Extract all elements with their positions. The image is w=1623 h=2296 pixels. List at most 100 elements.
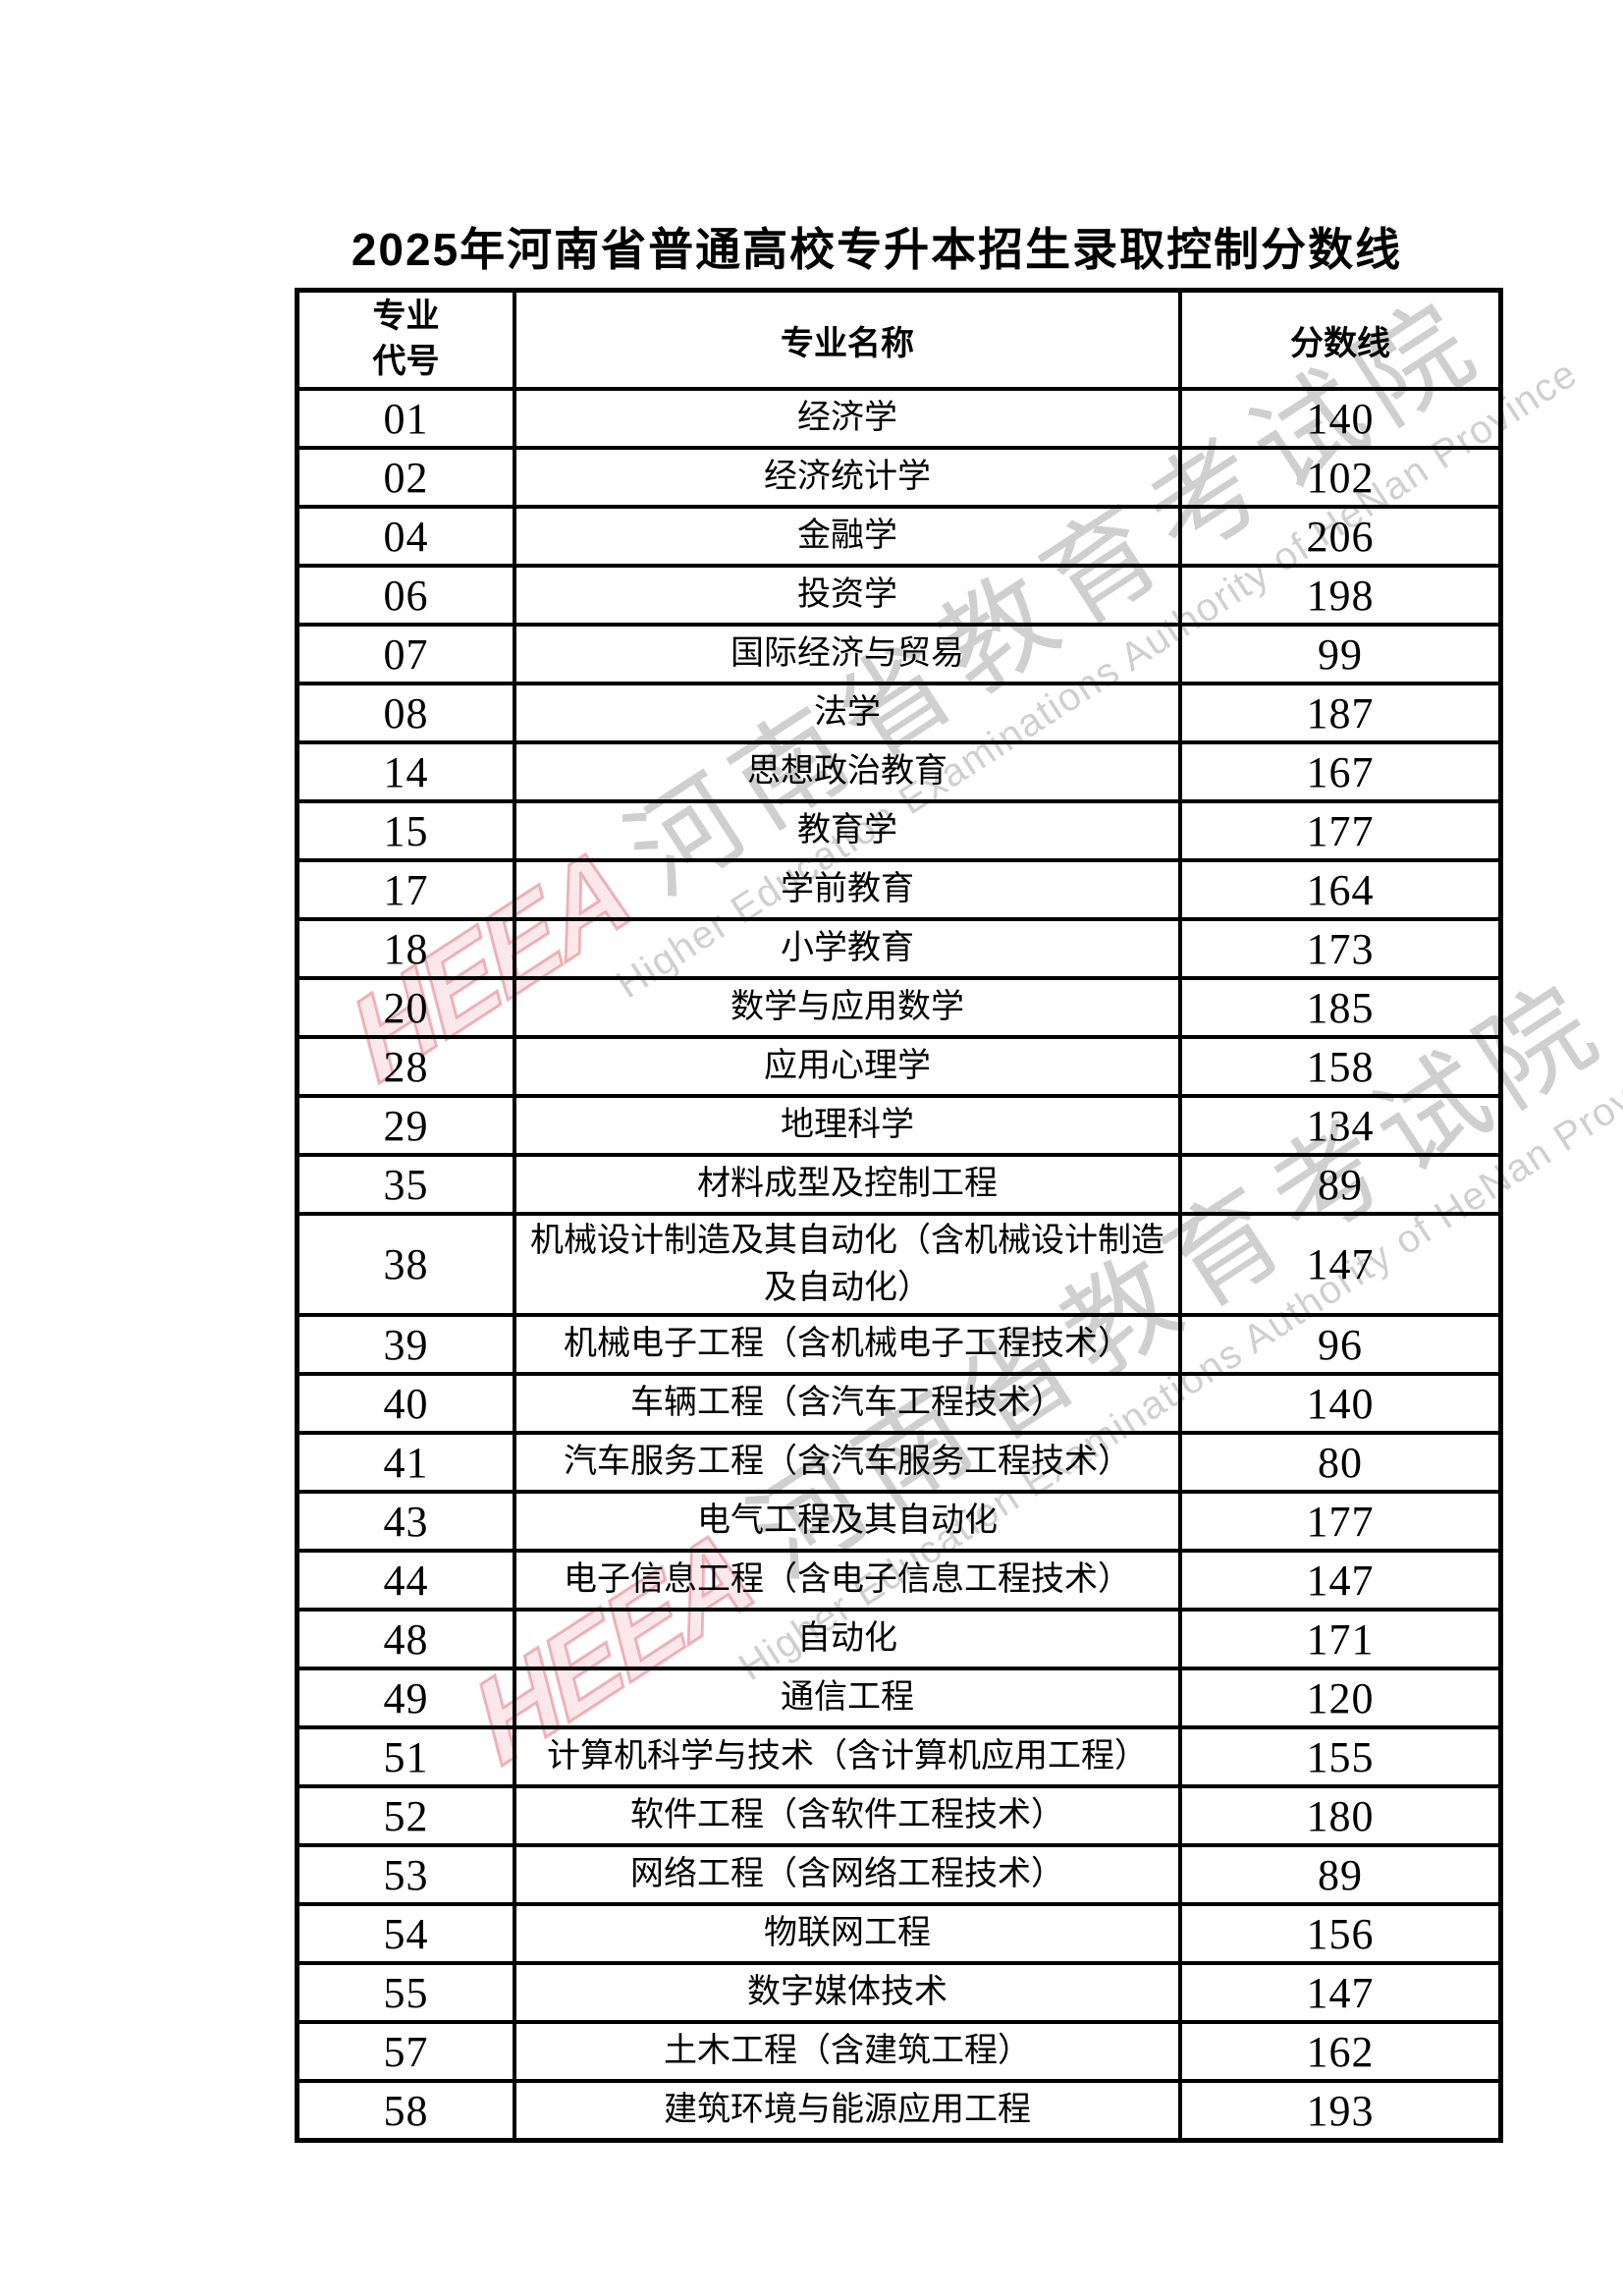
cell-score-line: 167: [1178, 740, 1503, 803]
cell-score-line: 185: [1178, 976, 1503, 1039]
table-header-row: 专业 代号 专业名称 分数线: [295, 288, 1503, 391]
cell-score-line: 193: [1178, 2079, 1503, 2143]
page-title: 2025年河南省普通高校专升本招生录取控制分数线: [351, 224, 1403, 275]
cell-score-line: 96: [1178, 1313, 1503, 1377]
table-row: 58 建筑环境与能源应用工程 193: [295, 2079, 1503, 2143]
cell-major-code: 35: [295, 1153, 516, 1216]
cell-major-code: 15: [295, 799, 516, 862]
header-major-name: 专业名称: [513, 288, 1182, 391]
table-row: 43 电气工程及其自动化 177: [295, 1490, 1503, 1554]
cell-major-name: 经济统计学: [513, 446, 1182, 509]
cell-major-code: 49: [295, 1667, 516, 1730]
cell-major-name: 经济学: [513, 387, 1182, 450]
cell-major-code: 07: [295, 623, 516, 685]
table-row: 54 物联网工程 156: [295, 1902, 1503, 1966]
cell-major-name: 软件工程（含软件工程技术）: [513, 1784, 1182, 1848]
cell-score-line: 140: [1178, 1372, 1503, 1436]
cell-major-code: 14: [295, 740, 516, 803]
cell-major-name: 车辆工程（含汽车工程技术）: [513, 1372, 1182, 1436]
table-row: 51 计算机科学与技术（含计算机应用工程） 155: [295, 1725, 1503, 1789]
cell-major-name: 电子信息工程（含电子信息工程技术）: [513, 1549, 1182, 1613]
cell-major-code: 17: [295, 858, 516, 921]
table-row: 07 国际经济与贸易 99: [295, 623, 1503, 685]
table-row: 55 数字媒体技术 147: [295, 1961, 1503, 2025]
table-row: 49 通信工程 120: [295, 1667, 1503, 1730]
cell-score-line: 140: [1178, 387, 1503, 450]
cell-major-name: 建筑环境与能源应用工程: [513, 2079, 1182, 2143]
table-row: 38 机械设计制造及其自动化（含机械设计制造及自动化） 147: [295, 1211, 1503, 1318]
table-row: 57 土木工程（含建筑工程） 162: [295, 2020, 1503, 2084]
cell-major-code: 01: [295, 387, 516, 450]
cell-score-line: 134: [1178, 1094, 1503, 1157]
table-row: 52 软件工程（含软件工程技术） 180: [295, 1784, 1503, 1848]
cell-score-line: 158: [1178, 1035, 1503, 1098]
cell-major-name: 材料成型及控制工程: [513, 1153, 1182, 1216]
cell-score-line: 187: [1178, 682, 1503, 744]
cell-score-line: 177: [1178, 799, 1503, 862]
cell-score-line: 156: [1178, 1902, 1503, 1966]
cell-major-name: 小学教育: [513, 917, 1182, 980]
header-score-line: 分数线: [1178, 288, 1503, 391]
cell-score-line: 80: [1178, 1431, 1503, 1495]
cell-major-name: 网络工程（含网络工程技术）: [513, 1843, 1182, 1907]
cell-score-line: 206: [1178, 505, 1503, 568]
cell-major-name: 自动化: [513, 1608, 1182, 1671]
cell-major-code: 53: [295, 1843, 516, 1907]
cell-major-name: 电气工程及其自动化: [513, 1490, 1182, 1554]
cell-major-name: 通信工程: [513, 1667, 1182, 1730]
table-row: 04 金融学 206: [295, 505, 1503, 568]
cell-major-name: 教育学: [513, 799, 1182, 862]
table-row: 20 数学与应用数学 185: [295, 976, 1503, 1039]
cell-score-line: 177: [1178, 1490, 1503, 1554]
table-row: 08 法学 187: [295, 682, 1503, 744]
cell-major-name: 机械设计制造及其自动化（含机械设计制造及自动化）: [513, 1211, 1182, 1318]
cell-score-line: 198: [1178, 564, 1503, 627]
cell-score-line: 89: [1178, 1843, 1503, 1907]
cell-major-code: 29: [295, 1094, 516, 1157]
table-row: 02 经济统计学 102: [295, 446, 1503, 509]
cell-major-code: 08: [295, 682, 516, 744]
cell-major-code: 20: [295, 976, 516, 1039]
cell-major-name: 数学与应用数学: [513, 976, 1182, 1039]
cell-major-name: 物联网工程: [513, 1902, 1182, 1966]
cell-score-line: 171: [1178, 1608, 1503, 1671]
cell-major-code: 28: [295, 1035, 516, 1098]
table-row: 14 思想政治教育 167: [295, 740, 1503, 803]
table-row: 41 汽车服务工程（含汽车服务工程技术） 80: [295, 1431, 1503, 1495]
cell-major-code: 43: [295, 1490, 516, 1554]
cell-major-code: 06: [295, 564, 516, 627]
cell-major-code: 44: [295, 1549, 516, 1613]
cell-major-code: 55: [295, 1961, 516, 2025]
cell-major-name: 学前教育: [513, 858, 1182, 921]
cell-major-name: 法学: [513, 682, 1182, 744]
cell-score-line: 155: [1178, 1725, 1503, 1789]
table-row: 29 地理科学 134: [295, 1094, 1503, 1157]
cell-major-code: 41: [295, 1431, 516, 1495]
table-row: 01 经济学 140: [295, 387, 1503, 450]
cell-major-code: 58: [295, 2079, 516, 2143]
table-row: 48 自动化 171: [295, 1608, 1503, 1671]
cell-major-name: 金融学: [513, 505, 1182, 568]
cell-major-code: 40: [295, 1372, 516, 1436]
cell-major-code: 57: [295, 2020, 516, 2084]
cell-major-code: 02: [295, 446, 516, 509]
cell-major-name: 计算机科学与技术（含计算机应用工程）: [513, 1725, 1182, 1789]
cell-major-code: 51: [295, 1725, 516, 1789]
cell-score-line: 147: [1178, 1211, 1503, 1318]
table-row: 39 机械电子工程（含机械电子工程技术） 96: [295, 1313, 1503, 1377]
table-row: 18 小学教育 173: [295, 917, 1503, 980]
cell-score-line: 147: [1178, 1961, 1503, 2025]
cell-score-line: 173: [1178, 917, 1503, 980]
cell-score-line: 89: [1178, 1153, 1503, 1216]
cell-major-name: 应用心理学: [513, 1035, 1182, 1098]
cell-major-code: 48: [295, 1608, 516, 1671]
table-row: 15 教育学 177: [295, 799, 1503, 862]
cell-major-name: 机械电子工程（含机械电子工程技术）: [513, 1313, 1182, 1377]
table-row: 44 电子信息工程（含电子信息工程技术） 147: [295, 1549, 1503, 1613]
cell-score-line: 180: [1178, 1784, 1503, 1848]
cell-major-name: 国际经济与贸易: [513, 623, 1182, 685]
cell-major-code: 04: [295, 505, 516, 568]
table-row: 53 网络工程（含网络工程技术） 89: [295, 1843, 1503, 1907]
table-row: 17 学前教育 164: [295, 858, 1503, 921]
